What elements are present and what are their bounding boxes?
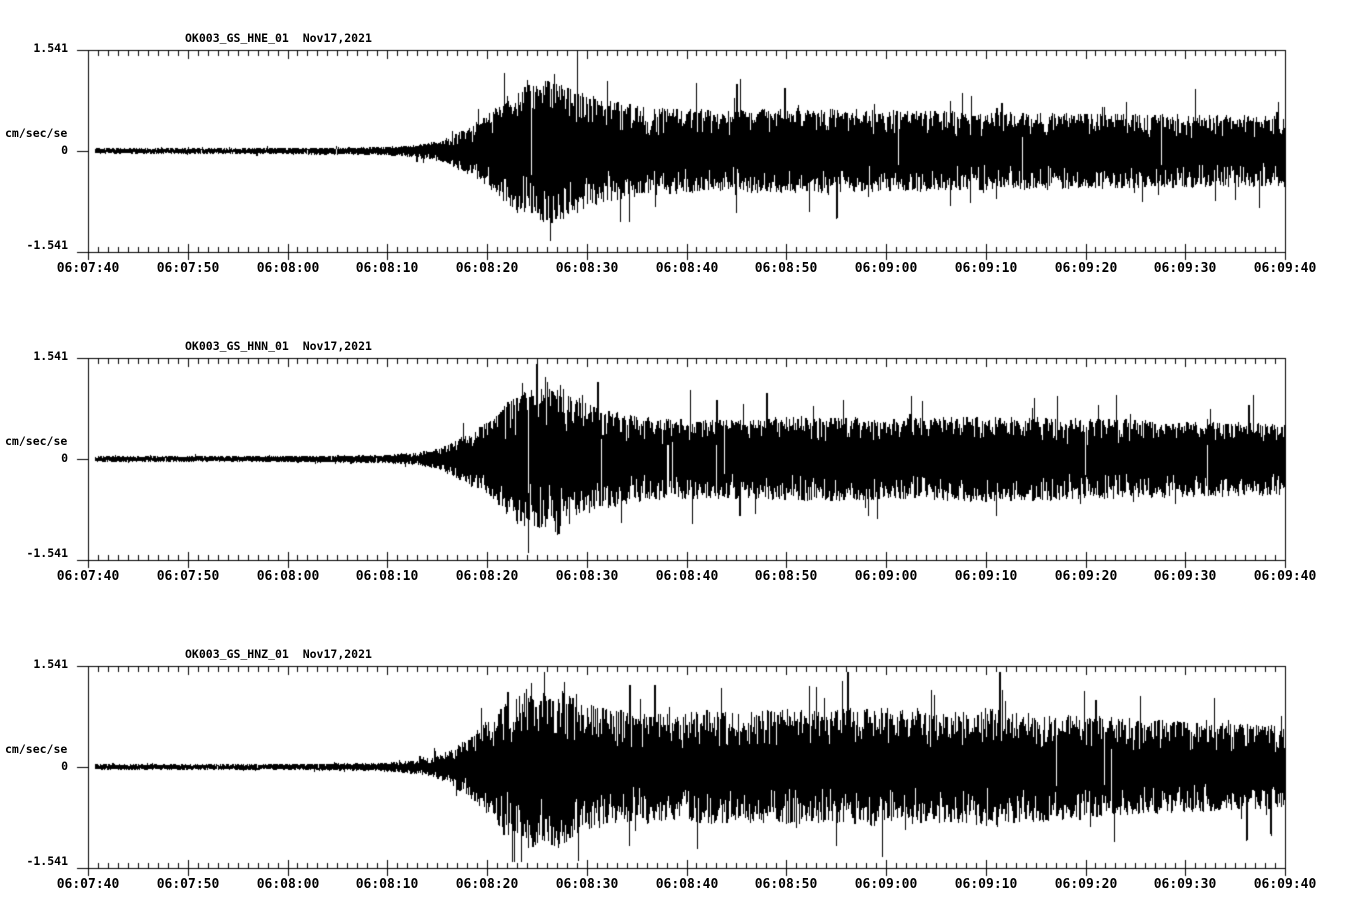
seismogram-panel-hnz: OK003_GS_HNZ_01 Nov17,2021 1.541 cm/sec/… [0,616,1358,924]
y-axis-unit-label: cm/sec/sec [5,742,75,756]
y-axis-zero-label: 0 [61,759,68,773]
x-tick-label: 06:08:10 [355,569,419,584]
x-tick-label: 06:09:00 [854,261,918,276]
x-tick-label: 06:08:00 [256,569,320,584]
x-tick-label: 06:09:20 [1054,261,1118,276]
time-axis-labels: 06:07:40 06:07:50 06:08:00 06:08:10 06:08:20… [0,616,1358,924]
x-tick-label: 06:09:10 [954,877,1018,892]
x-tick-label: 06:08:20 [455,261,519,276]
x-tick-label: 06:09:30 [1153,261,1217,276]
x-tick-label: 06:07:40 [56,569,120,584]
x-tick-label: 06:08:50 [754,569,818,584]
x-tick-label: 06:09:00 [854,877,918,892]
waveform-canvas-hnz [68,660,1292,878]
x-tick-label: 06:08:30 [555,261,619,276]
time-axis-labels: 06:07:40 06:07:50 06:08:00 06:08:10 06:08:20… [0,308,1358,616]
x-tick-label: 06:08:10 [355,261,419,276]
x-tick-label: 06:08:40 [655,877,719,892]
x-tick-label: 06:09:10 [954,261,1018,276]
y-axis-max-label: 1.541 [33,41,68,55]
x-tick-label: 06:09:40 [1253,877,1317,892]
x-tick-label: 06:07:50 [156,261,220,276]
x-tick-label: 06:07:40 [56,877,120,892]
x-tick-label: 06:09:30 [1153,877,1217,892]
x-tick-label: 06:08:30 [555,877,619,892]
x-tick-label: 06:07:50 [156,569,220,584]
panel-title: OK003_GS_HNZ_01 Nov17,2021 [185,647,372,661]
x-tick-label: 06:09:20 [1054,569,1118,584]
x-tick-label: 06:08:50 [754,261,818,276]
x-tick-label: 06:09:20 [1054,877,1118,892]
x-tick-label: 06:09:00 [854,569,918,584]
waveform-canvas-hne [68,44,1292,262]
x-tick-label: 06:09:40 [1253,569,1317,584]
panel-title: OK003_GS_HNN_01 Nov17,2021 [185,339,372,353]
x-tick-label: 06:08:40 [655,569,719,584]
seismogram-panel-hnn: OK003_GS_HNN_01 Nov17,2021 1.541 cm/sec/… [0,308,1358,616]
x-tick-label: 06:08:20 [455,877,519,892]
x-tick-label: 06:08:30 [555,569,619,584]
waveform-canvas-hnn [68,352,1292,570]
x-tick-label: 06:08:00 [256,261,320,276]
y-axis-zero-label: 0 [61,143,68,157]
seismogram-panel-hne: OK003_GS_HNE_01 Nov17,2021 1.541 cm/sec/… [0,0,1358,308]
y-axis-max-label: 1.541 [33,349,68,363]
y-axis-unit-label: cm/sec/sec [5,434,75,448]
y-axis-min-label: -1.541 [26,238,68,252]
time-axis-labels: 06:07:40 06:07:50 06:08:00 06:08:10 06:08:20… [0,0,1358,308]
x-tick-label: 06:08:40 [655,261,719,276]
x-tick-label: 06:07:40 [56,261,120,276]
y-axis-min-label: -1.541 [26,546,68,560]
y-axis-min-label: -1.541 [26,854,68,868]
x-tick-label: 06:08:10 [355,877,419,892]
y-axis-unit-label: cm/sec/sec [5,126,75,140]
x-tick-label: 06:09:10 [954,569,1018,584]
x-tick-label: 06:09:30 [1153,569,1217,584]
panel-title: OK003_GS_HNE_01 Nov17,2021 [185,31,372,45]
x-tick-label: 06:08:20 [455,569,519,584]
y-axis-zero-label: 0 [61,451,68,465]
y-axis-max-label: 1.541 [33,657,68,671]
x-tick-label: 06:08:00 [256,877,320,892]
x-tick-label: 06:08:50 [754,877,818,892]
x-tick-label: 06:09:40 [1253,261,1317,276]
x-tick-label: 06:07:50 [156,877,220,892]
